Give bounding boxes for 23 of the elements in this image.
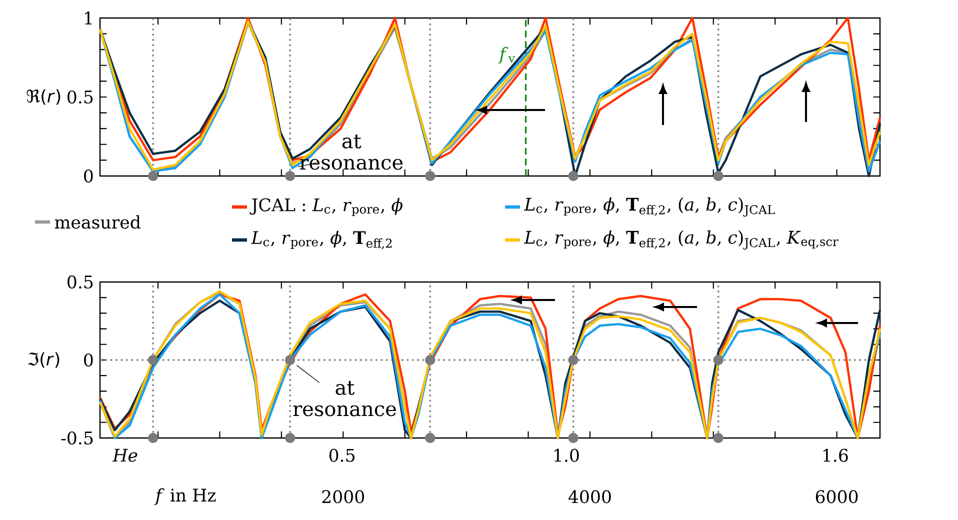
y-axis-title: ℑ(r) — [28, 352, 60, 368]
x-tick-label: 2000 — [322, 490, 364, 504]
x-tick-label: 6000 — [816, 490, 858, 504]
legend-label: measured — [54, 215, 140, 229]
x2-tick-label: 1.0 — [554, 448, 579, 462]
y-tick-label: 0.5 — [68, 90, 93, 104]
y-tick-label: 0 — [84, 169, 93, 183]
annotation: at resonance — [293, 381, 396, 416]
y-tick-label: -0.5 — [61, 431, 93, 445]
text: L$_{c}$, r$_{pore}$, ϕ, T$_{eff,2}$ — [251, 230, 392, 250]
x-axis-title: f in Hz — [154, 488, 216, 506]
x2-tick-label: 0.5 — [329, 448, 355, 462]
x2-axis-title: He — [112, 448, 138, 462]
y-tick-label: 1 — [85, 12, 92, 24]
legend-label: JCAL : L$_{c}$, r$_{pore}$, ϕ — [250, 198, 402, 216]
text: L$_{c}$, r$_{pore}$, ϕ, T$_{eff,2}$, (a, b, c)$_{JCAL}$ — [524, 197, 775, 217]
text: L$_{c}$, r$_{pore}$, ϕ, T$_{eff,2}$, (a, b, c)$_{JCAL}$, K$_{eq,scr}$ — [524, 230, 838, 250]
x-tick-label: 4000 — [568, 490, 611, 504]
y-axis-title: ℜ(r) — [26, 89, 60, 105]
y-tick-label: 0.5 — [68, 275, 93, 289]
x2-tick-label: 1.6 — [823, 448, 848, 462]
ref-line-label: f$_{v}$ — [498, 46, 516, 64]
y-tick-label: 0 — [84, 353, 93, 367]
